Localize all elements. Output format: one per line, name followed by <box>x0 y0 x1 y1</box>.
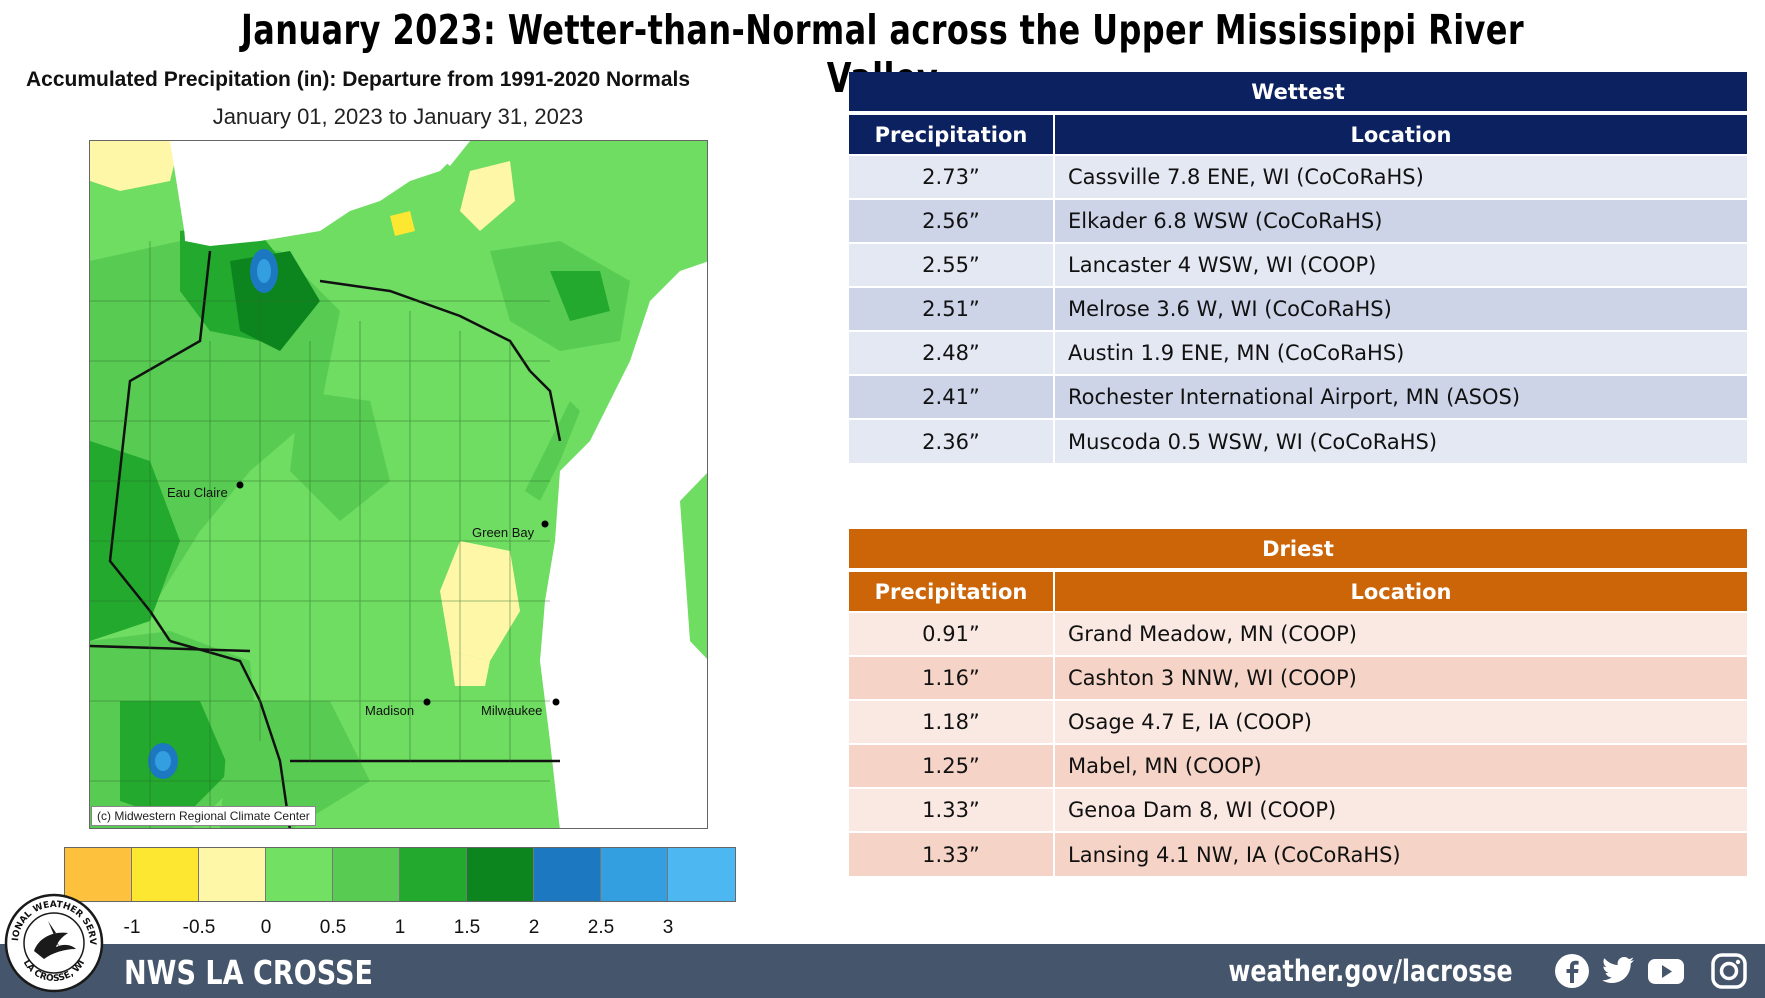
table-row: 0.91” Grand Meadow, MN (COOP) <box>849 611 1747 656</box>
location-cell: Osage 4.7 E, IA (COOP) <box>1054 699 1747 744</box>
location-cell: Melrose 3.6 W, WI (CoCoRaHS) <box>1054 286 1747 331</box>
footer-org-name: NWS LA CROSSE <box>124 953 373 992</box>
driest-location-header: Location <box>1054 568 1747 612</box>
wettest-table: Wettest Precipitation Location 2.73” Cass… <box>849 72 1747 463</box>
table-row: 1.33” Lansing 4.1 NW, IA (CoCoRaHS) <box>849 831 1747 876</box>
legend-swatch <box>534 848 601 901</box>
driest-table: Driest Precipitation Location 0.91” Grand… <box>849 529 1747 876</box>
table-row: 2.56” Elkader 6.8 WSW (CoCoRaHS) <box>849 198 1747 243</box>
city-label-green-bay: Green Bay <box>472 525 535 540</box>
map-credit: (c) Midwestern Regional Climate Center <box>91 806 316 826</box>
legend-label: -1 <box>123 917 141 938</box>
location-cell: Lansing 4.1 NW, IA (CoCoRaHS) <box>1054 831 1747 876</box>
precipitation-departure-map: Eau Claire Green Bay Madison Milwaukee <box>89 140 708 829</box>
precip-cell: 2.51” <box>849 286 1055 331</box>
table-row: 2.51” Melrose 3.6 W, WI (CoCoRaHS) <box>849 286 1747 331</box>
table-row: 2.73” Cassville 7.8 ENE, WI (CoCoRaHS) <box>849 154 1747 199</box>
precip-cell: 2.48” <box>849 330 1055 375</box>
precip-cell: 2.41” <box>849 374 1055 419</box>
legend-swatch <box>601 848 668 901</box>
location-cell: Cashton 3 NNW, WI (COOP) <box>1054 655 1747 700</box>
legend-label: 0 <box>260 917 272 938</box>
precip-cell: 1.16” <box>849 655 1055 700</box>
footer-bar: NWS LA CROSSE weather.gov/lacrosse <box>0 944 1765 998</box>
legend-swatch <box>668 848 735 901</box>
color-legend <box>64 847 736 902</box>
driest-title: Driest <box>849 529 1747 570</box>
legend-label: 1.5 <box>453 917 481 938</box>
legend-swatch <box>333 848 400 901</box>
legend-swatch <box>400 848 467 901</box>
driest-precip-header: Precipitation <box>849 568 1055 612</box>
legend-swatch <box>65 848 132 901</box>
precip-cell: 2.36” <box>849 418 1055 463</box>
city-label-eau-claire: Eau Claire <box>167 485 228 500</box>
precip-cell: 1.25” <box>849 743 1055 788</box>
footer-url-link[interactable]: weather.gov/lacrosse <box>1228 954 1513 988</box>
nws-logo: NATIONAL WEATHER SERVICE LA CROSSE, WI <box>4 893 104 993</box>
wettest-location-header: Location <box>1054 111 1747 155</box>
table-row: 1.25” Mabel, MN (COOP) <box>849 743 1747 788</box>
map-graphic: Eau Claire Green Bay Madison Milwaukee <box>90 141 707 828</box>
legend-label: 3 <box>662 917 674 938</box>
table-row: 2.36” Muscoda 0.5 WSW, WI (CoCoRaHS) <box>849 418 1747 463</box>
location-cell: Mabel, MN (COOP) <box>1054 743 1747 788</box>
location-cell: Cassville 7.8 ENE, WI (CoCoRaHS) <box>1054 154 1747 199</box>
precip-cell: 2.56” <box>849 198 1055 243</box>
precip-cell: 1.33” <box>849 831 1055 876</box>
location-cell: Lancaster 4 WSW, WI (COOP) <box>1054 242 1747 287</box>
legend-swatch <box>467 848 534 901</box>
map-heading: Accumulated Precipitation (in): Departur… <box>26 68 691 91</box>
instagram-icon[interactable] <box>1710 952 1748 990</box>
table-row: 1.18” Osage 4.7 E, IA (COOP) <box>849 699 1747 744</box>
table-row: 2.55” Lancaster 4 WSW, WI (COOP) <box>849 242 1747 287</box>
legend-label: 0.5 <box>319 917 347 938</box>
legend-label: 2 <box>528 917 540 938</box>
map-date-range: January 01, 2023 to January 31, 2023 <box>212 104 584 129</box>
wettest-title: Wettest <box>849 72 1747 113</box>
precip-cell: 2.55” <box>849 242 1055 287</box>
facebook-icon[interactable] <box>1553 952 1591 990</box>
twitter-icon[interactable] <box>1599 952 1637 990</box>
location-cell: Austin 1.9 ENE, MN (CoCoRaHS) <box>1054 330 1747 375</box>
precip-cell: 0.91” <box>849 611 1055 656</box>
logo-lightning-icon <box>48 921 60 947</box>
precip-cell: 1.18” <box>849 699 1055 744</box>
city-label-milwaukee: Milwaukee <box>481 703 542 718</box>
table-row: 1.33” Genoa Dam 8, WI (COOP) <box>849 787 1747 832</box>
precip-cell: 2.73” <box>849 154 1055 199</box>
table-row: 1.16” Cashton 3 NNW, WI (COOP) <box>849 655 1747 700</box>
legend-swatch <box>199 848 266 901</box>
location-cell: Genoa Dam 8, WI (COOP) <box>1054 787 1747 832</box>
city-label-madison: Madison <box>365 703 414 718</box>
location-cell: Elkader 6.8 WSW (CoCoRaHS) <box>1054 198 1747 243</box>
location-cell: Muscoda 0.5 WSW, WI (CoCoRaHS) <box>1054 418 1747 463</box>
logo-swirl-icon <box>34 932 76 959</box>
table-row: 2.48” Austin 1.9 ENE, MN (CoCoRaHS) <box>849 330 1747 375</box>
precip-cell: 1.33” <box>849 787 1055 832</box>
youtube-icon[interactable] <box>1647 952 1685 990</box>
legend-swatch <box>266 848 333 901</box>
legend-label: 2.5 <box>587 917 615 938</box>
legend-label: -0.5 <box>182 917 216 938</box>
location-cell: Grand Meadow, MN (COOP) <box>1054 611 1747 656</box>
legend-swatch <box>132 848 199 901</box>
wettest-precip-header: Precipitation <box>849 111 1055 155</box>
table-row: 2.41” Rochester International Airport, MN… <box>849 374 1747 419</box>
location-cell: Rochester International Airport, MN (ASO… <box>1054 374 1747 419</box>
legend-label: 1 <box>394 917 406 938</box>
